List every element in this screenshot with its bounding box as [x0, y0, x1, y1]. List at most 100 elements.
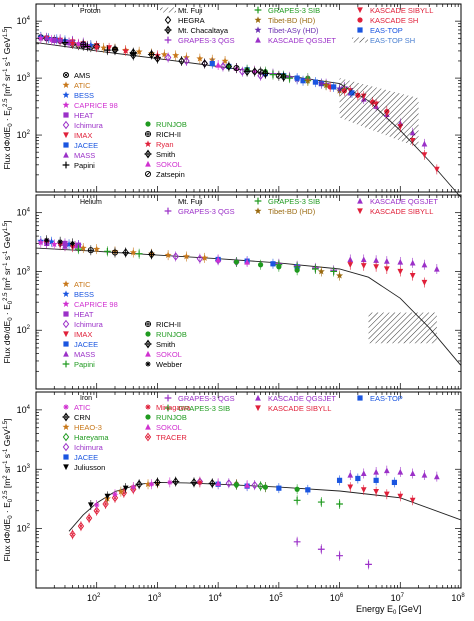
legend-entry: RICH-II	[144, 320, 181, 329]
data-point	[147, 50, 156, 59]
data-point	[300, 78, 306, 84]
series-sokol	[215, 478, 250, 491]
legend-marker	[145, 404, 151, 410]
legend-label: GRAPES-3 QGS	[178, 36, 235, 45]
data-point	[129, 248, 137, 256]
data-point	[304, 77, 312, 84]
data-point	[261, 69, 270, 79]
data-point	[421, 261, 428, 268]
legend-label: KASCADE QGSJET	[268, 36, 336, 45]
legend-entry: Ichimura	[62, 442, 104, 452]
legend-marker	[62, 161, 70, 169]
legend-marker	[62, 72, 70, 78]
legend-marker	[254, 16, 262, 23]
legend-label: Minagawa	[156, 403, 191, 412]
data-point	[135, 48, 143, 55]
y-tick-label: 104	[17, 405, 31, 415]
series-rich-ii	[87, 245, 119, 258]
legend-label: BESS	[74, 91, 94, 100]
data-point	[317, 79, 325, 87]
legend-entry: Ichimura	[62, 319, 104, 329]
legend-marker	[144, 131, 152, 137]
legend-entry: RUNJOB	[145, 330, 187, 339]
x-tick-label: 102	[87, 593, 101, 603]
data-point	[244, 258, 250, 265]
data-point	[51, 37, 57, 43]
legend-label: JACEE	[74, 340, 98, 349]
legend-entry: RUNJOB	[145, 413, 187, 422]
legend-marker	[63, 341, 69, 347]
data-point	[269, 71, 277, 79]
y-axis-label: Flux dΦ/dE0 · E02.5 [m2 sr-1 s-1 GeV1.5]	[2, 221, 14, 364]
legend-entry: CAPRICE 98	[62, 101, 118, 110]
x-tick-label: 106	[330, 593, 344, 603]
series-runjob	[233, 479, 300, 495]
data-point	[383, 467, 390, 474]
panel-proton-title: Proton	[80, 8, 101, 15]
series-hegra	[130, 50, 258, 77]
legend-entry: KASCADE SIBYLL	[357, 6, 433, 15]
legend-marker	[164, 394, 172, 402]
series-sokol	[215, 254, 250, 267]
legend-entry: Tibet-BD (HD)	[254, 16, 316, 25]
legend-label: Webber	[156, 360, 183, 369]
data-point	[74, 40, 82, 47]
data-point	[61, 39, 69, 46]
legend-entry: CRN	[62, 412, 90, 422]
data-point	[77, 521, 85, 531]
data-point	[257, 68, 264, 75]
data-point	[383, 257, 390, 264]
data-point	[201, 254, 209, 261]
data-point	[336, 552, 343, 560]
mt-fuji-band	[368, 312, 437, 344]
data-point	[330, 268, 338, 275]
legend-entry: KASCADE QGSJET	[255, 394, 336, 403]
data-point	[294, 75, 300, 81]
legend-entry: EAS-TOP SH	[352, 36, 415, 45]
legend-marker	[63, 112, 69, 118]
legend-marker	[63, 311, 69, 317]
legend-label: Tibet-ASγ (HD)	[268, 26, 319, 35]
data-point	[104, 493, 111, 500]
svg-text:Energy E0[GeV]: Energy E0 [GeV]	[356, 604, 421, 616]
data-point	[75, 245, 82, 253]
data-point	[373, 477, 379, 483]
legend-entry: Mt. Fuji	[178, 197, 203, 206]
data-point	[79, 244, 87, 252]
legend-marker	[352, 37, 368, 43]
mt-fuji-band	[339, 78, 419, 148]
data-point	[409, 259, 416, 266]
data-point	[93, 245, 101, 253]
legend-label: Smith	[156, 150, 175, 159]
legend-entry: Tibet-BD (HD)	[254, 207, 316, 216]
data-point	[111, 45, 119, 55]
legend-label: IMAX	[74, 131, 92, 140]
legend-label: Zatsepin	[156, 170, 185, 179]
data-point	[94, 502, 100, 508]
data-point	[57, 36, 64, 42]
data-point	[373, 468, 379, 475]
legend-label: Papini	[74, 161, 95, 170]
legend-marker	[160, 7, 176, 13]
y-tick-label: 104	[17, 16, 31, 26]
data-point	[433, 473, 440, 480]
data-point	[305, 487, 311, 493]
series-webber	[44, 235, 76, 249]
data-point	[93, 506, 100, 516]
legend-label: SOKOL	[156, 160, 182, 169]
series-eas-top	[336, 473, 398, 488]
data-point	[347, 484, 354, 491]
legend-marker	[254, 26, 262, 33]
y-tick-label: 103	[17, 464, 31, 474]
data-point	[43, 34, 50, 41]
legend-marker	[255, 405, 261, 412]
legend-entry: SOKOL	[145, 350, 182, 359]
data-point	[135, 479, 143, 489]
data-point	[336, 271, 344, 279]
legend-entry: HEAT	[63, 111, 94, 120]
data-point	[409, 497, 416, 504]
legend-label: Juliusson	[74, 463, 105, 472]
legend-label: Ryan	[156, 140, 174, 149]
data-point	[294, 486, 300, 492]
